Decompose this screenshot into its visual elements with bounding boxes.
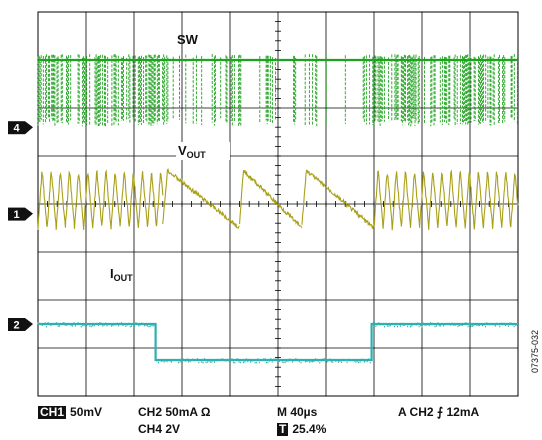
- trigger-position-badge: T: [277, 422, 289, 436]
- trace-layer: [37, 54, 519, 364]
- channel-marker-arrow: [25, 121, 33, 135]
- svg-text:IOUT: IOUT: [110, 266, 133, 283]
- channel-marker-label: 4: [13, 123, 20, 135]
- channel-markers: 4 1 2: [8, 121, 33, 332]
- channel-marker-arrow: [25, 318, 33, 331]
- timebase-setting: M 40µs: [277, 405, 318, 419]
- vout-label-main: V: [178, 143, 187, 158]
- channel-marker-1: 1: [8, 207, 33, 221]
- figure-id: 07375-032: [530, 330, 540, 374]
- channel-marker-box: [8, 207, 25, 221]
- ch1-value: 50mV: [70, 405, 103, 419]
- trigger-setting: A CH2 ⨍ 12mA: [398, 405, 480, 419]
- channel-marker-box: [8, 121, 25, 135]
- vout-label: VOUT: [176, 142, 230, 160]
- ch2-setting: CH2 50mA Ω: [138, 405, 211, 419]
- ch4-setting: CH4 2V: [138, 422, 181, 436]
- vout-trace: [37, 168, 519, 231]
- iout-label-main: I: [110, 266, 114, 281]
- svg-text:VOUT: VOUT: [178, 143, 206, 160]
- channel-marker-arrow: [25, 207, 33, 221]
- ch1-badge: CH1: [38, 405, 67, 419]
- trigger-position: T 25.4%: [277, 422, 326, 436]
- channel-marker-2: 2: [8, 318, 33, 332]
- iout-label: IOUT: [110, 266, 133, 283]
- sw-trace: [37, 54, 518, 127]
- channel-marker-label: 2: [13, 320, 19, 332]
- trigger-position-value: 25.4%: [292, 422, 327, 436]
- sw-label: SW: [177, 32, 199, 47]
- ch1-setting: CH1 50mV: [38, 405, 102, 419]
- iout-noise: [37, 322, 518, 364]
- vout-label-sub: OUT: [187, 150, 207, 160]
- channel-marker-label: 1: [13, 209, 19, 221]
- iout-trace: [38, 322, 518, 362]
- iout-label-sub: OUT: [114, 273, 134, 283]
- channel-marker-box: [8, 318, 25, 331]
- channel-marker-4: 4: [8, 121, 33, 135]
